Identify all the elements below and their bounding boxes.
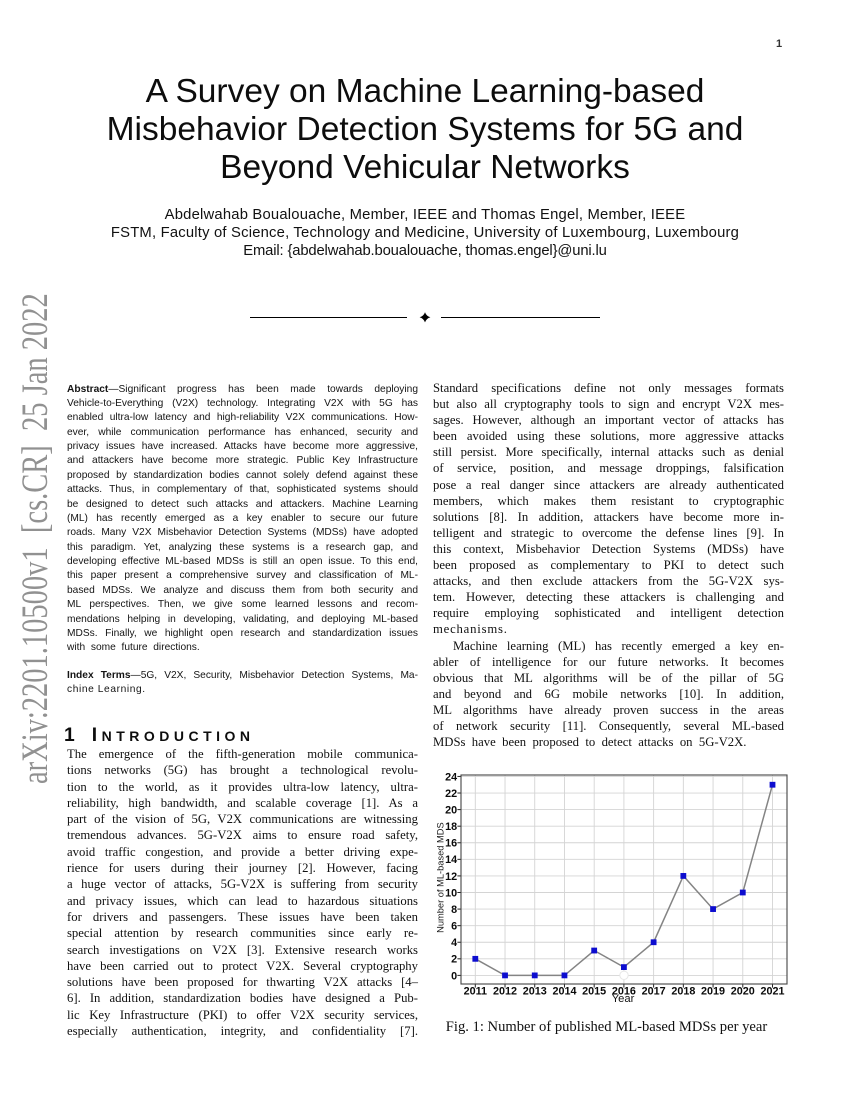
svg-text:8: 8	[451, 904, 457, 916]
svg-text:2019: 2019	[701, 985, 725, 997]
svg-text:16: 16	[445, 838, 457, 850]
svg-text:10: 10	[445, 887, 457, 899]
svg-text:2011: 2011	[464, 985, 487, 997]
svg-text:2013: 2013	[523, 985, 547, 997]
svg-text:Year: Year	[612, 993, 635, 1005]
svg-text:24: 24	[445, 771, 457, 783]
svg-text:4: 4	[451, 937, 457, 949]
svg-text:2016: 2016	[612, 985, 636, 997]
svg-text:22: 22	[445, 788, 457, 800]
svg-text:2018: 2018	[671, 985, 695, 997]
svg-text:2020: 2020	[731, 985, 755, 997]
svg-text:18: 18	[445, 821, 457, 833]
svg-text:Number of ML-based MDS: Number of ML-based MDS	[436, 822, 446, 933]
svg-text:2014: 2014	[552, 985, 576, 997]
svg-text:2012: 2012	[493, 985, 517, 997]
svg-text:0: 0	[451, 970, 457, 982]
svg-text:6: 6	[451, 921, 457, 933]
svg-text:20: 20	[445, 805, 457, 817]
svg-text:2: 2	[451, 954, 457, 966]
svg-text:2015: 2015	[582, 985, 606, 997]
svg-text:2017: 2017	[642, 985, 666, 997]
svg-text:12: 12	[445, 871, 457, 883]
svg-text:2021: 2021	[760, 985, 784, 997]
svg-text:14: 14	[445, 854, 457, 866]
